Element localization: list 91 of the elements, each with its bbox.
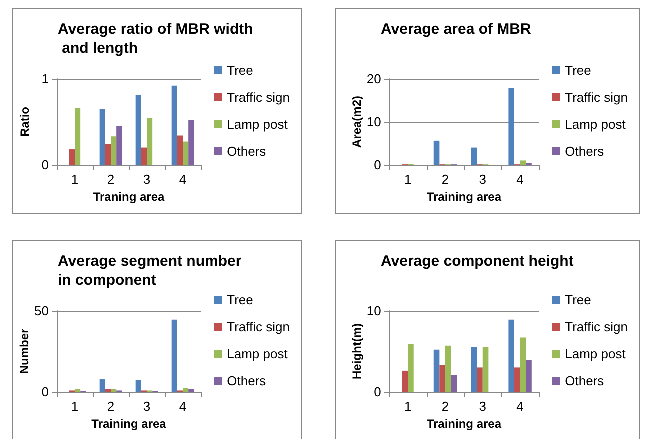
bar [520, 160, 526, 165]
chart-title: Average component height [381, 253, 574, 270]
bar [508, 88, 514, 165]
bar [434, 350, 440, 392]
x-axis-title: Traning area [93, 190, 165, 204]
y-tick-label: 10 [366, 114, 382, 130]
legend-label: Lamp post [227, 346, 288, 362]
legend-label: Others [227, 374, 267, 388]
y-tick-label: 50 [34, 304, 49, 318]
x-tick-label: 2 [107, 172, 115, 187]
bar [75, 108, 81, 165]
y-tick-label: 20 [366, 72, 382, 86]
bar [172, 86, 178, 165]
y-tick-label: 0 [374, 384, 382, 400]
legend-label: Lamp post [227, 117, 288, 132]
legend-label: Others [565, 374, 605, 388]
legend-label: Tree [565, 292, 592, 308]
x-tick-label: 4 [179, 172, 187, 187]
x-tick-label: 4 [516, 399, 524, 414]
bar [111, 136, 117, 165]
bar [75, 389, 81, 392]
x-tick-label: 4 [179, 399, 187, 414]
legend-label: Traffic sign [227, 90, 290, 105]
x-tick-label: 1 [71, 399, 79, 414]
x-tick-label: 1 [404, 399, 412, 414]
x-tick-label: 2 [442, 172, 450, 187]
legend-label: Others [227, 144, 267, 159]
bar [141, 148, 147, 165]
bar [482, 347, 489, 392]
legend-label: Tree [565, 63, 592, 78]
bar [402, 370, 408, 392]
legend-label: Tree [227, 292, 254, 308]
bar [172, 320, 178, 392]
bar [471, 347, 478, 392]
chart-title: Average area of MBR [381, 21, 532, 38]
y-axis-title: Height(m) [350, 324, 364, 380]
bar [183, 142, 189, 165]
bar [514, 368, 520, 392]
legend-label: Traffic sign [227, 320, 290, 334]
bar [477, 368, 483, 392]
bar [105, 144, 111, 165]
y-tick-label: 0 [42, 158, 49, 172]
chart-title: Average ratio of MBR width and length [58, 21, 254, 57]
bar [183, 388, 189, 392]
x-tick-label: 1 [404, 172, 412, 187]
x-tick-label: 2 [107, 399, 115, 414]
x-axis-title: Training area [92, 417, 167, 431]
legend-label: Traffic sign [565, 90, 628, 105]
legend-label: Lamp post [565, 117, 626, 132]
bar [69, 150, 75, 165]
y-axis-title: Area(m2) [350, 96, 364, 148]
chart-title: Average segment number in component [58, 253, 246, 289]
bar [105, 389, 111, 392]
bar [111, 389, 117, 392]
legend-label: Others [565, 144, 605, 159]
x-tick-label: 3 [143, 172, 151, 187]
x-tick-label: 3 [479, 172, 486, 187]
y-tick-label: 10 [366, 304, 382, 318]
bar [136, 95, 142, 165]
legend-label: Traffic sign [565, 320, 628, 334]
x-tick-label: 1 [71, 172, 79, 187]
bar [451, 374, 458, 392]
x-axis-title: Training area [426, 190, 502, 204]
bar [434, 140, 440, 165]
x-tick-label: 3 [479, 399, 486, 414]
y-tick-label: 1 [42, 72, 49, 86]
x-tick-label: 4 [516, 172, 524, 187]
y-axis-title: Ratio [18, 107, 32, 137]
bar [445, 346, 452, 392]
bar [188, 120, 194, 165]
legend-label: Lamp post [565, 346, 626, 362]
x-tick-label: 2 [442, 399, 450, 414]
bar [147, 118, 153, 165]
bar [177, 136, 183, 165]
bar [188, 389, 194, 392]
y-tick-label: 0 [42, 384, 49, 400]
y-tick-label: 0 [374, 158, 382, 172]
bar [508, 320, 514, 392]
bar [526, 360, 532, 392]
bar [100, 109, 106, 165]
legend-label: Tree [227, 63, 254, 78]
x-tick-label: 3 [143, 399, 151, 414]
bar [408, 344, 414, 392]
bar [100, 380, 106, 392]
x-axis-title: Training area [426, 417, 502, 431]
bar [440, 365, 446, 392]
bar [136, 380, 142, 392]
bar [471, 148, 478, 165]
y-axis-title: Number [18, 328, 32, 374]
bar [520, 338, 526, 392]
bar [116, 126, 122, 165]
